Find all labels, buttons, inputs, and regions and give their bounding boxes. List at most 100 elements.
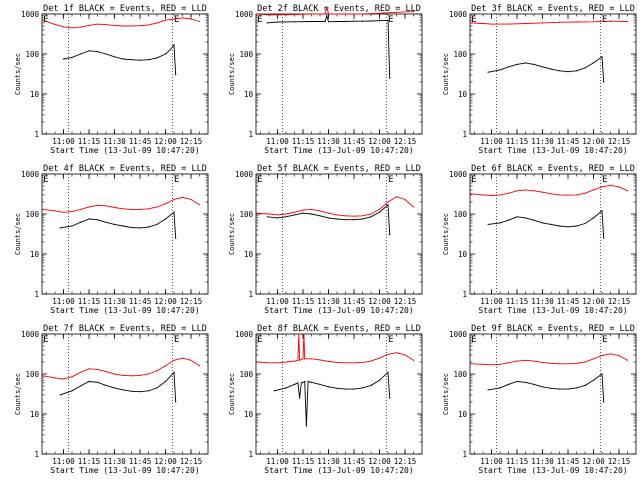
x-tick-label: 11:00: [52, 457, 75, 466]
panel-title: Det 4f BLACK = Events, RED = LLD: [43, 164, 207, 174]
lld-data-point: [470, 193, 472, 195]
events-data-point: [113, 56, 116, 58]
y-axis-label: Counts/sec: [14, 53, 22, 95]
lld-data-point: [507, 192, 510, 194]
lld-data-point: [88, 368, 90, 370]
events-data-point: [175, 401, 177, 403]
events-data-point: [584, 384, 586, 386]
lld-data-point: [550, 362, 552, 364]
lld-data-point: [601, 186, 603, 188]
lld-data-point: [299, 359, 301, 361]
lld-data-point: [327, 212, 330, 214]
x-tick-label: 11:00: [480, 137, 503, 146]
events-data-point: [319, 215, 321, 217]
lld-data-point: [156, 22, 158, 24]
y-tick-label: 1: [462, 450, 467, 459]
events-data-point: [601, 210, 603, 212]
events-data-point: [71, 56, 73, 59]
x-axis-label: Start Time (13-Jul-09 10:47:20): [50, 466, 199, 475]
x-tick-label: 11:15: [292, 297, 315, 306]
panel-title: Det 6f BLACK = Events, RED = LLD: [471, 164, 635, 174]
lld-data-point: [524, 22, 527, 25]
events-data-point: [499, 387, 501, 389]
panel-det-3f: Det 3f BLACK = Events, RED = LLD 1 10 100 10…: [442, 4, 637, 155]
lld-data-point: [592, 189, 595, 191]
lld-data-point: [190, 198, 192, 201]
events-data-point: [603, 401, 605, 403]
panel-title: Det 3f BLACK = Events, RED = LLD: [471, 4, 635, 14]
event-marker-label: E: [257, 175, 262, 185]
lld-data-point: [256, 212, 258, 214]
x-tick-label: 11:30: [317, 457, 340, 466]
events-data-point: [550, 387, 552, 389]
panel-det-6f: Det 6f BLACK = Events, RED = LLD 1 10 100 10…: [442, 164, 637, 315]
y-tick-label: 100: [453, 50, 467, 59]
plot-frame: [41, 173, 209, 295]
events-data-point: [378, 20, 381, 22]
events-data-point: [173, 44, 175, 46]
y-tick-label: 100: [453, 210, 467, 219]
events-data-point: [499, 222, 501, 224]
plot-frame: [255, 173, 423, 295]
events-data-point: [601, 373, 603, 375]
events-series-line: [63, 43, 177, 75]
events-data-point: [105, 384, 107, 386]
events-series-line: [60, 211, 177, 239]
event-marker-label: E: [43, 335, 48, 345]
lld-data-point: [353, 215, 355, 217]
x-tick-label: 11:15: [506, 297, 529, 306]
lld-data-point: [327, 13, 330, 15]
lld-data-point: [618, 354, 620, 357]
x-tick-label: 12:00: [154, 297, 177, 306]
events-data-point: [88, 218, 90, 220]
lld-data-point: [181, 17, 184, 19]
lld-data-point: [71, 211, 73, 213]
lld-data-point: [482, 363, 484, 365]
event-marker-label: E: [257, 335, 262, 345]
lld-data-point: [297, 359, 299, 361]
lld-data-point: [96, 368, 99, 370]
y-axis-label: Counts/sec: [228, 53, 236, 95]
lld-data-point: [156, 206, 158, 208]
events-series-line: [267, 14, 391, 79]
plot-frame: [469, 13, 637, 135]
y-tick-label: 10: [458, 250, 468, 259]
y-tick-label: 100: [239, 50, 253, 59]
lld-data-point: [609, 20, 612, 22]
panel-det-4f: Det 4f BLACK = Events, RED = LLD 1 10 100 10…: [14, 164, 209, 315]
events-data-point: [122, 58, 124, 60]
events-data-point: [156, 387, 158, 389]
lld-data-point: [42, 208, 44, 210]
x-tick-label: 11:30: [317, 297, 340, 306]
lld-data-point: [79, 208, 82, 210]
lld-data-point: [310, 208, 313, 210]
events-series-line: [488, 55, 605, 83]
events-data-point: [344, 388, 347, 390]
events-data-point: [524, 381, 527, 383]
y-tick-label: 1: [34, 130, 39, 139]
events-series-line: [273, 371, 391, 427]
x-axis-label: Start Time (13-Jul-09 10:47:20): [478, 146, 627, 155]
lld-data-point: [256, 13, 258, 15]
events-data-point: [353, 388, 355, 390]
events-data-point: [170, 48, 172, 51]
lld-data-point: [412, 11, 415, 13]
events-data-point: [310, 20, 313, 23]
x-tick-label: 11:30: [103, 137, 126, 146]
events-data-point: [164, 380, 167, 383]
events-data-point: [297, 382, 299, 384]
lld-data-point: [268, 14, 270, 16]
events-data-point: [96, 381, 99, 383]
x-tick-label: 11:15: [506, 137, 529, 146]
x-tick-label: 11:00: [480, 297, 503, 306]
lld-data-point: [130, 375, 133, 377]
event-marker-label: E: [257, 15, 262, 25]
lld-data-point: [139, 208, 141, 210]
y-tick-label: 1: [34, 290, 39, 299]
events-data-point: [139, 391, 141, 393]
event-marker-label: E: [388, 175, 393, 185]
x-axis-label: Start Time (13-Jul-09 10:47:20): [50, 306, 199, 315]
events-data-point: [592, 62, 595, 64]
lld-data-point: [88, 206, 90, 208]
events-data-point: [96, 51, 99, 53]
